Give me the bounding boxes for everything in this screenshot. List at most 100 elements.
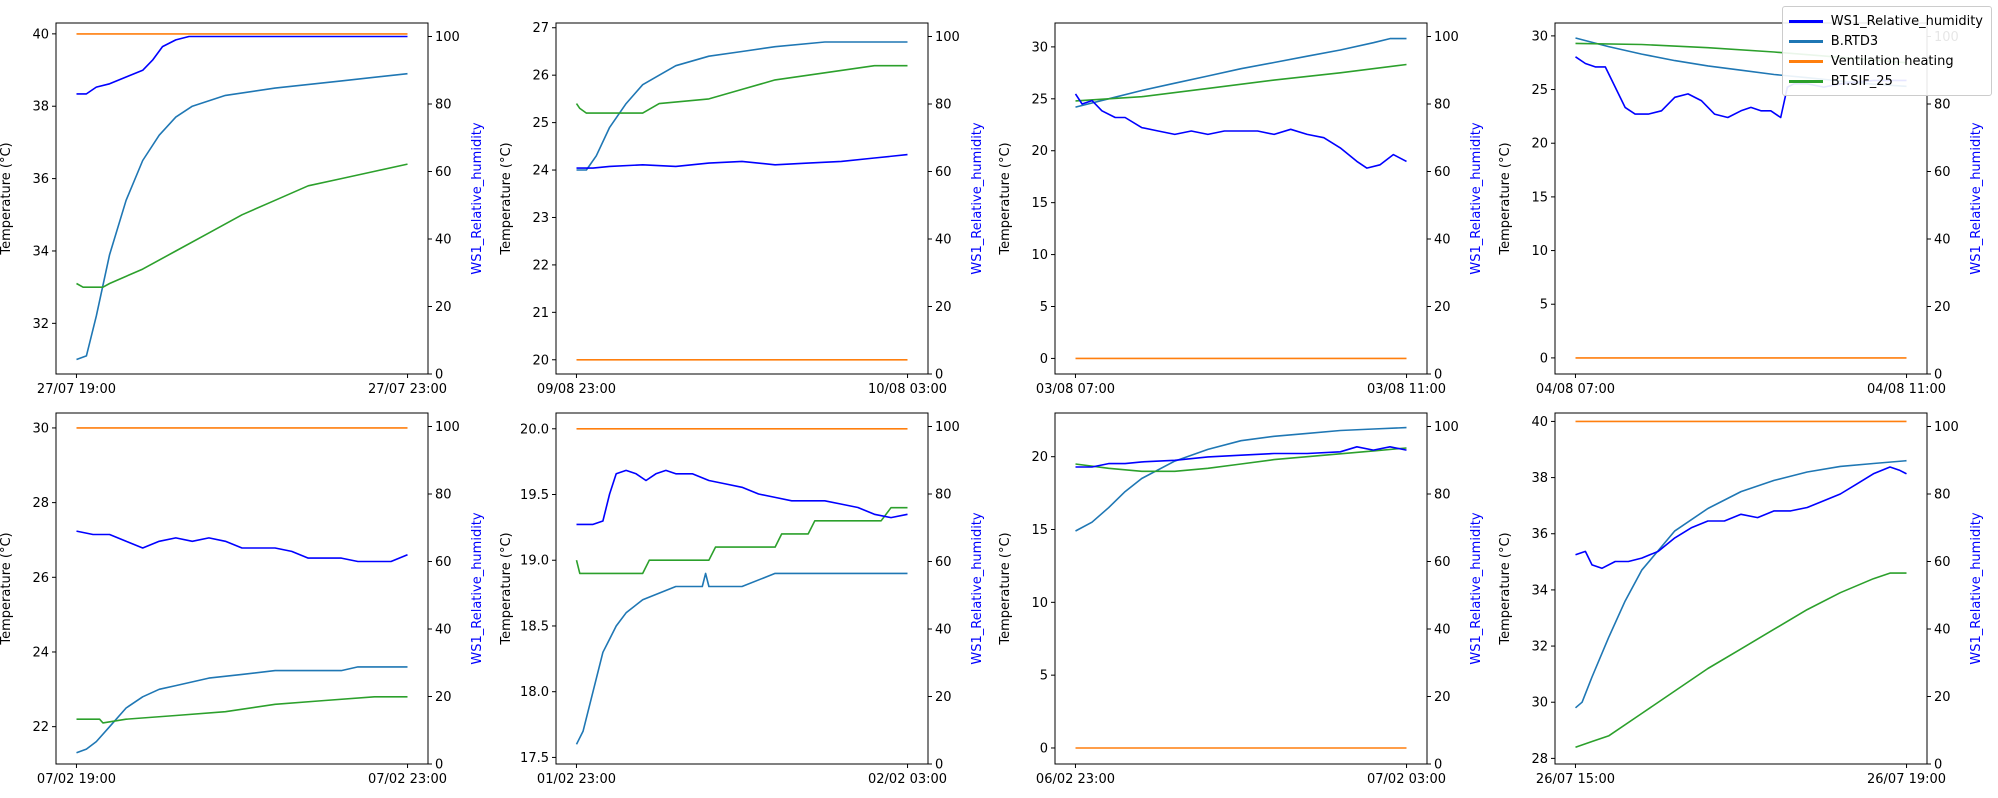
y-right-tick-label: 0 [435, 368, 443, 383]
x-tick-label: 02/02 03:00 [868, 772, 947, 787]
y-right-axis-label: WS1_Relative_humidity [1969, 512, 1984, 665]
x-tick-label: 27/07 19:00 [37, 382, 116, 397]
series-line-b-rtd3 [1075, 37, 1407, 108]
y-tick-label: 15 [1031, 196, 1048, 211]
y-tick-label: 18.0 [520, 685, 549, 700]
x-tick-label: 03/08 11:00 [1367, 382, 1446, 397]
axes-frame [1554, 412, 1928, 765]
y-tick-label: 20 [532, 353, 549, 368]
y-tick-label: 38 [32, 100, 49, 115]
y-tick-label: 20 [1031, 450, 1048, 465]
y-tick-label: 30 [1531, 29, 1548, 44]
y-right-tick-label: 80 [935, 488, 952, 503]
y-tick-label: 20 [1031, 144, 1048, 159]
x-tick-label: 10/08 03:00 [868, 382, 947, 397]
y-axis-label: Temperature (°C) [998, 532, 1013, 645]
series-line-ws1-relative-humidity [576, 469, 908, 526]
y-right-tick-label: 0 [935, 758, 943, 773]
series-line-b-rtd3 [575, 572, 908, 745]
y-right-tick-label: 0 [1434, 368, 1442, 383]
y-tick-label: 36 [32, 172, 49, 187]
y-right-axis-label: WS1_Relative_humidity [470, 512, 485, 665]
y-right-tick-label: 60 [435, 165, 452, 180]
y-right-tick-label: 80 [1434, 98, 1451, 113]
y-tick-label: 32 [32, 317, 49, 332]
legend-item-b-rtd3: B.RTD3 [1788, 31, 1983, 51]
y-tick-label: 26 [532, 69, 549, 84]
y-right-tick-label: 40 [935, 623, 952, 638]
y-axis-label: Temperature (°C) [499, 142, 514, 255]
series-line-bt-sif-25 [1075, 447, 1407, 473]
series-line-b-rtd3 [1075, 426, 1407, 532]
subplot-2: 20 21 22 23 24 25 26 27 0 20 40 60 80 100 09/08 23:00 1… [499, 21, 985, 397]
series-line-bt-sif-25 [76, 163, 408, 289]
y-tick-label: 28 [32, 496, 49, 511]
y-right-axis-label: WS1_Relative_humidity [1469, 512, 1484, 665]
series-line-ws1-relative-humidity [76, 35, 408, 95]
y-right-tick-label: 60 [1934, 165, 1951, 180]
series-line-ws1-relative-humidity [576, 153, 908, 169]
series-line-ws1-relative-humidity [1575, 466, 1907, 570]
y-tick-label: 19.5 [520, 488, 549, 503]
y-tick-label: 38 [1531, 471, 1548, 486]
subplot-7: 0 5 10 15 20 0 20 40 60 80 100 06/02 23:00 07/02 03:… [998, 412, 1484, 787]
y-right-tick-label: 100 [435, 30, 460, 45]
series-line-ws1-relative-humidity [76, 530, 408, 563]
y-tick-label: 5 [1040, 669, 1048, 684]
y-right-tick-label: 40 [1934, 623, 1951, 638]
y-tick-label: 0 [1540, 351, 1548, 366]
y-tick-label: 24 [32, 645, 49, 660]
x-tick-label: 04/08 11:00 [1867, 382, 1946, 397]
y-right-tick-label: 20 [1934, 690, 1951, 705]
y-right-tick-label: 20 [435, 690, 452, 705]
y-right-tick-label: 80 [435, 488, 452, 503]
y-right-axis-label: WS1_Relative_humidity [1969, 122, 1984, 275]
y-axis-label: Temperature (°C) [0, 142, 14, 255]
subplot-6: 17.5 18.0 18.5 19.0 19.5 20.0 0 20 40 60 80 100 01/0… [499, 412, 985, 787]
series-line-bt-sif-25 [575, 506, 908, 575]
y-right-tick-label: 100 [1934, 420, 1959, 435]
x-tick-label: 04/08 07:00 [1536, 382, 1615, 397]
y-right-tick-label: 40 [1434, 233, 1451, 248]
y-right-tick-label: 60 [1934, 555, 1951, 570]
y-axis-label: Temperature (°C) [499, 532, 514, 645]
y-tick-label: 24 [532, 164, 549, 179]
y-tick-label: 25 [532, 116, 549, 131]
y-right-axis-label: WS1_Relative_humidity [470, 122, 485, 275]
subplot-5: 22 24 26 28 30 0 20 40 60 80 100 07/02 19:00 07/02 2… [0, 412, 485, 787]
y-right-tick-label: 60 [935, 555, 952, 570]
x-tick-label: 07/02 03:00 [1367, 772, 1446, 787]
y-tick-label: 40 [1531, 415, 1548, 430]
y-tick-label: 0 [1040, 352, 1048, 367]
y-tick-label: 17.5 [520, 751, 549, 766]
series-line-b-rtd3 [76, 72, 408, 361]
y-tick-label: 20 [1531, 137, 1548, 152]
axes-frame [1054, 412, 1428, 765]
x-tick-label: 06/02 23:00 [1036, 772, 1115, 787]
y-right-tick-label: 60 [435, 555, 452, 570]
x-tick-label: 07/02 19:00 [37, 772, 116, 787]
legend-label-relative-humidity: WS1_Relative_humidity [1830, 13, 1983, 29]
y-right-tick-label: 0 [435, 758, 443, 773]
y-tick-label: 23 [532, 211, 549, 226]
y-right-tick-label: 100 [935, 420, 960, 435]
axes-frame [555, 22, 929, 375]
subplot-1: 32 34 36 38 40 0 20 40 60 80 100 27/07 19:00 27/07 2… [0, 22, 485, 397]
subplot-8: 28 30 32 34 36 38 40 0 20 40 60 80 100 26/07 15:00 26/… [1498, 412, 1984, 787]
y-tick-label: 25 [1031, 92, 1048, 107]
y-right-tick-label: 0 [935, 368, 943, 383]
y-right-tick-label: 0 [1934, 368, 1942, 383]
legend-item-relative-humidity: WS1_Relative_humidity [1788, 11, 1983, 31]
axes-frame [1554, 22, 1928, 375]
y-tick-label: 27 [532, 21, 549, 36]
y-right-tick-label: 40 [1434, 623, 1451, 638]
y-right-tick-label: 20 [1434, 300, 1451, 315]
y-tick-label: 21 [532, 306, 549, 321]
legend-label-ventilation-heating: Ventilation heating [1830, 53, 1954, 69]
y-tick-label: 15 [1031, 523, 1048, 538]
y-right-tick-label: 20 [1434, 690, 1451, 705]
y-tick-label: 36 [1531, 527, 1548, 542]
axes-frame [55, 412, 429, 765]
x-tick-label: 26/07 15:00 [1536, 772, 1615, 787]
